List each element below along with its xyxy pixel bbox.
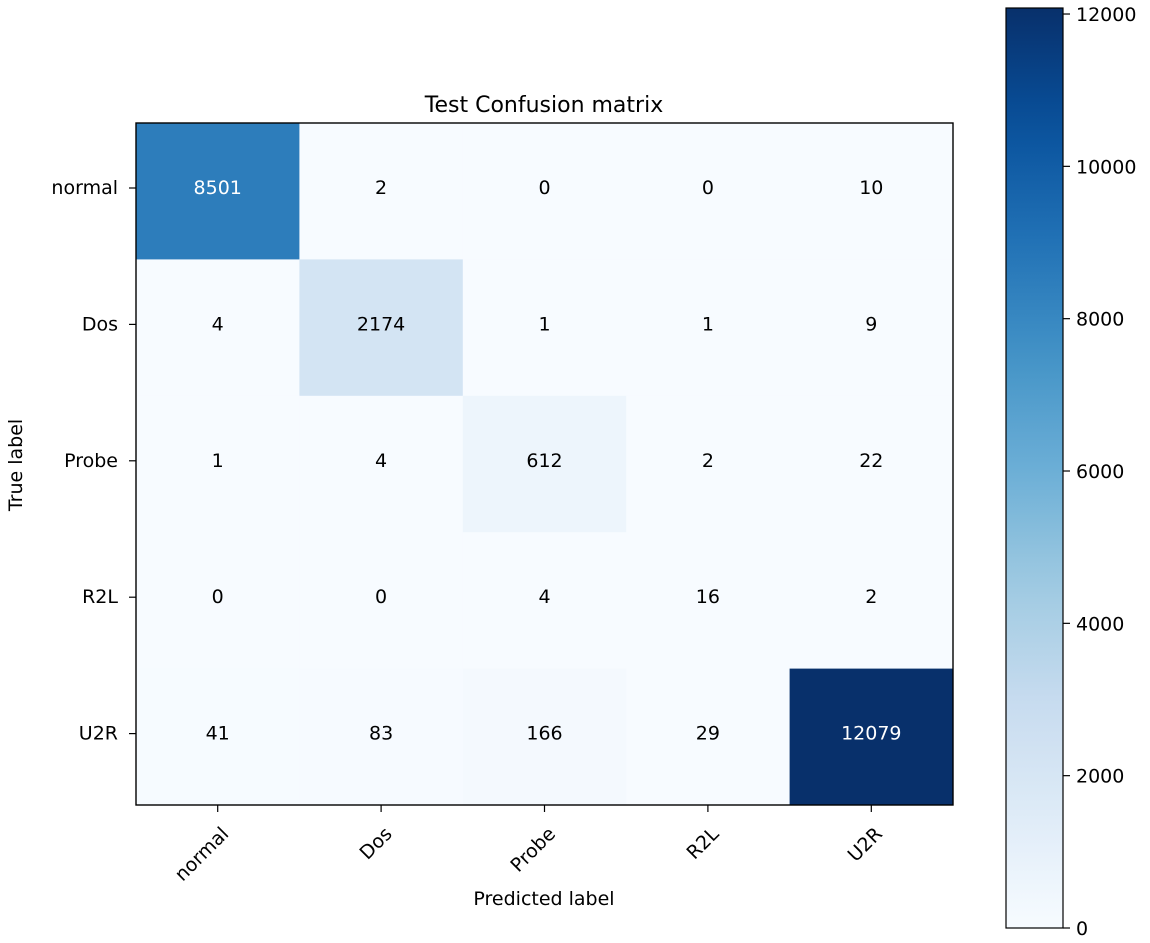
heatmap-cell: [789, 668, 954, 806]
cell-value: 1: [212, 450, 224, 472]
x-tick-label: R2L: [683, 823, 724, 864]
x-tick-labels: normal Dos Probe R2L U2R: [171, 805, 887, 886]
heatmap-cell: [299, 532, 464, 670]
colorbar: [1005, 7, 1064, 929]
cell-value: 1: [538, 313, 550, 335]
heatmap-cell: [789, 395, 954, 533]
heatmap-cell: [136, 668, 300, 806]
heatmap-cell: [626, 123, 791, 260]
cell-value: 2: [702, 450, 714, 472]
heatmap-cell: [462, 123, 627, 260]
colorbar-ticks: 0 2000 4000 6000 8000 10000 12000: [1063, 4, 1136, 940]
cell-value: 0: [375, 586, 387, 608]
heatmap-cell: [299, 259, 464, 397]
cell-value: 166: [526, 723, 562, 745]
x-tick-label: Dos: [356, 823, 397, 864]
cell-value: 1: [702, 313, 714, 335]
heatmap-cell: [136, 123, 300, 260]
y-tick-label: normal: [51, 177, 118, 199]
colorbar-tick-label: 8000: [1076, 309, 1124, 331]
x-tick-label: U2R: [844, 823, 887, 866]
colorbar-tick-label: 10000: [1076, 156, 1136, 178]
cell-value: 29: [696, 723, 720, 745]
heatmap-cell: [462, 259, 627, 397]
y-axis-label: True label: [5, 419, 27, 512]
cell-value: 4: [375, 450, 387, 472]
heatmap-cell: [789, 123, 954, 260]
colorbar-tick-label: 12000: [1076, 4, 1136, 26]
cell-value: 0: [702, 177, 714, 199]
heatmap-cell: [299, 123, 464, 260]
colorbar-tick-label: 0: [1076, 918, 1088, 938]
matrix-cells: [136, 123, 954, 806]
y-tick-label: Probe: [64, 450, 118, 472]
heatmap-cell: [626, 668, 791, 806]
cell-value: 12079: [841, 723, 901, 745]
cell-value: 4: [212, 313, 224, 335]
y-tick-label: Dos: [82, 313, 118, 335]
heatmap-cell: [789, 259, 954, 397]
colorbar-tick-label: 2000: [1076, 766, 1124, 788]
heatmap-cell: [462, 532, 627, 670]
colorbar-tick-label: 6000: [1076, 461, 1124, 483]
chart-title: Test Confusion matrix: [424, 93, 663, 118]
heatmap-cell: [299, 395, 464, 533]
heatmap-cell: [136, 395, 300, 533]
cell-value: 2: [865, 586, 877, 608]
heatmap-cell: [462, 668, 627, 806]
cell-value: 22: [859, 450, 883, 472]
heatmap-cell: [626, 395, 791, 533]
heatmap-cell: [789, 532, 954, 670]
cell-value: 41: [206, 723, 230, 745]
cell-value: 0: [538, 177, 550, 199]
cell-value: 83: [369, 723, 393, 745]
cell-value: 4: [538, 586, 550, 608]
matrix-cell-values: 8501 2 0 0 104 2174 1 1 91 4 612 2 220 0 4 16 241 83 166 29…: [194, 177, 902, 745]
heatmap-cell: [136, 532, 300, 670]
cell-value: 9: [865, 313, 877, 335]
y-tick-labels: normal Dos Probe R2L U2R: [51, 177, 136, 745]
heatmap-cell: [462, 395, 627, 533]
cell-value: 16: [696, 586, 720, 608]
heatmap-cell: [299, 668, 464, 806]
cell-value: 2: [375, 177, 387, 199]
cell-value: 2174: [357, 313, 405, 335]
cell-value: 612: [526, 450, 562, 472]
cell-value: 8501: [194, 177, 242, 199]
x-axis-label: Predicted label: [473, 888, 614, 910]
colorbar-tick-label: 4000: [1076, 613, 1124, 635]
x-tick-label: normal: [171, 823, 234, 886]
y-tick-label: R2L: [82, 586, 118, 608]
x-tick-label: Probe: [506, 823, 560, 877]
cell-value: 0: [212, 586, 224, 608]
heatmap-cell: [626, 259, 791, 397]
cell-value: 10: [859, 177, 883, 199]
heatmap-cell: [136, 259, 300, 397]
heatmap-cell: [626, 532, 791, 670]
y-tick-label: U2R: [79, 723, 118, 745]
